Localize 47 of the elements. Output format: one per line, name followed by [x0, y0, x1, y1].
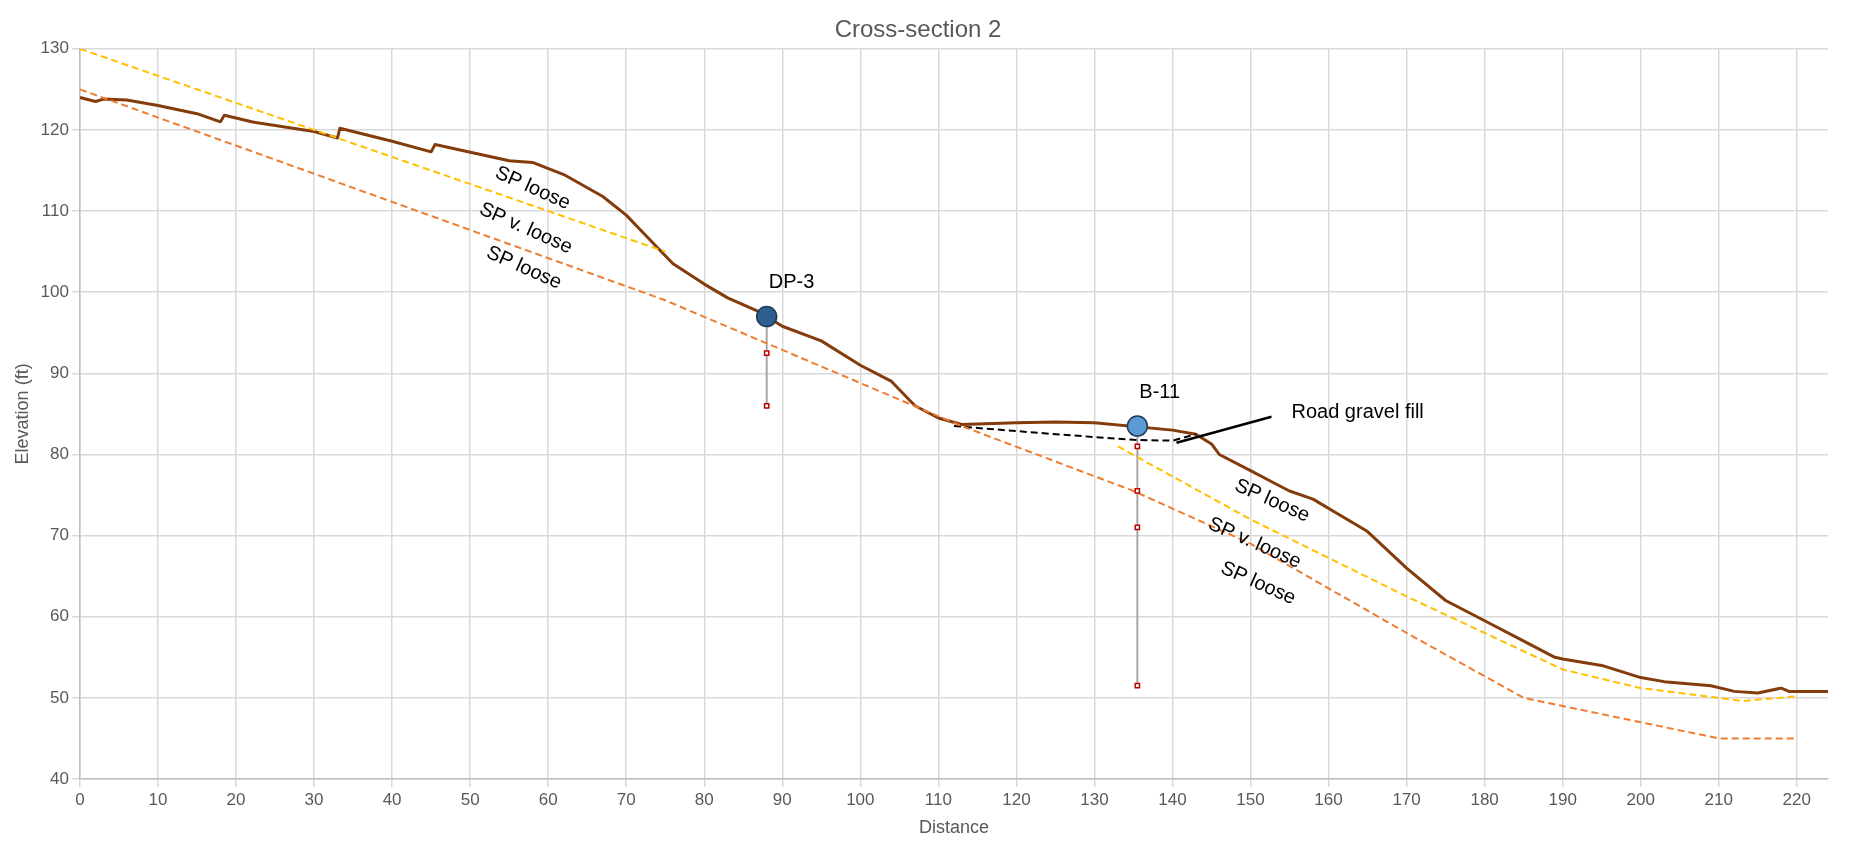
y-tick-label: 70	[50, 525, 69, 545]
point	[1134, 488, 1141, 494]
point	[763, 350, 770, 356]
x-tick-label: 120	[1002, 789, 1031, 809]
series-label: B-11	[1139, 379, 1181, 402]
x-tick-label: 200	[1626, 789, 1655, 809]
x-tick-label: 0	[75, 789, 85, 809]
x-tick-label: 160	[1314, 789, 1343, 809]
x-tick-label: 210	[1704, 789, 1733, 809]
x-tick-label: 30	[304, 789, 324, 809]
y-tick-label: 130	[40, 38, 69, 58]
x-tick-label: 100	[846, 789, 875, 809]
x-tick-label: 70	[616, 789, 636, 809]
x-tick-label: 20	[226, 789, 246, 809]
y-tick-label: 40	[50, 768, 69, 788]
x-tick-label: 130	[1080, 789, 1109, 809]
x-axis-title: Distance	[918, 817, 989, 838]
x-tick-label: 40	[382, 789, 402, 809]
x-tick-label: 220	[1782, 789, 1811, 809]
x-tick-label: 190	[1548, 789, 1577, 809]
y-tick-label: 60	[50, 606, 69, 626]
y-tick-label: 120	[40, 119, 69, 139]
text: Road gravel fill	[1291, 400, 1424, 423]
chart-title: Cross-section 2	[834, 15, 1002, 43]
y-tick-label: 80	[50, 444, 69, 464]
y-tick-label: 100	[40, 281, 69, 301]
point	[1134, 443, 1141, 450]
x-tick-label: 90	[772, 789, 792, 809]
point	[1134, 524, 1141, 531]
x-tick-label: 10	[148, 789, 168, 809]
point	[763, 402, 770, 409]
y-axis-title: Elevation (ft)	[11, 363, 32, 465]
x-tick-label: 140	[1158, 789, 1187, 809]
y-tick-label: 110	[41, 200, 69, 220]
series-label: DP-3	[768, 270, 815, 293]
x-tick-label: 150	[1236, 789, 1265, 809]
x-tick-label: 50	[460, 789, 480, 809]
point	[1126, 415, 1149, 437]
y-tick-label: 50	[50, 687, 69, 707]
y-tick-label: 90	[50, 363, 69, 383]
point	[755, 305, 778, 328]
x-tick-label: 60	[538, 789, 558, 809]
x-tick-label: 110	[924, 789, 952, 809]
x-tick-label: 170	[1392, 789, 1421, 809]
point	[1134, 682, 1141, 689]
x-tick-label: 180	[1470, 789, 1499, 809]
x-tick-label: 80	[694, 789, 714, 809]
